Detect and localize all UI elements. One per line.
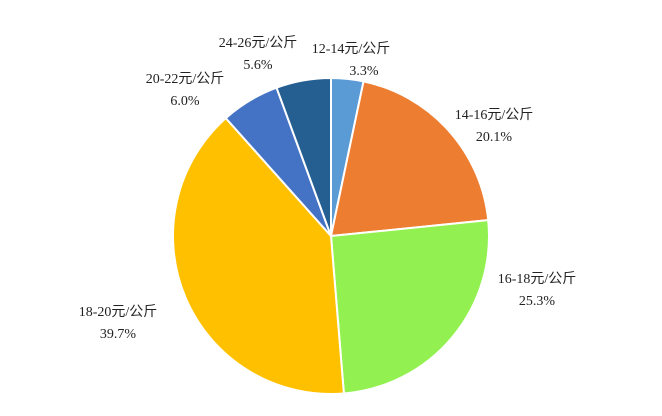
slice-category-label: 24-26元/公斤 [219,35,298,51]
slice-value-label: 39.7% [100,327,137,342]
slice-category-label: 14-16元/公斤 [455,107,534,123]
pie-slice [275,76,332,237]
slice-value-label: 20.1% [476,130,513,145]
slice-value-label: 6.0% [170,94,200,109]
pie-slice [329,80,490,238]
slice-value-label: 25.3% [519,294,556,309]
pie-slice [329,219,490,395]
slice-category-label: 12-14元/公斤 [312,41,391,57]
slice-value-label: 3.3% [349,64,379,79]
pie-slice [172,116,345,395]
slice-category-label: 18-20元/公斤 [79,304,158,320]
slice-category-label: 20-22元/公斤 [146,71,225,87]
slice-value-label: 5.6% [243,58,273,73]
slice-category-label: 16-18元/公斤 [498,271,577,287]
